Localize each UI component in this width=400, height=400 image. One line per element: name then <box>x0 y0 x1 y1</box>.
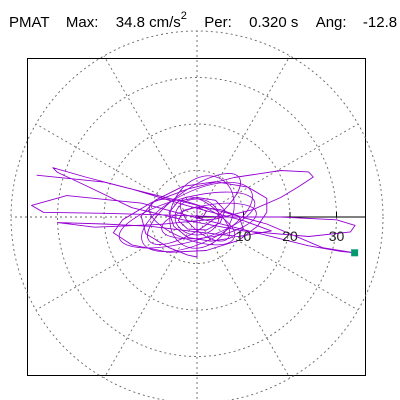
period-label: Per: <box>204 14 232 31</box>
angular-spoke <box>196 55 291 218</box>
angular-spoke <box>35 216 198 311</box>
orbit-loop <box>141 181 253 253</box>
orbit-loop <box>118 191 256 249</box>
angle-value: -12.8 <box>362 14 398 31</box>
period-value: 0.320 s <box>249 14 299 31</box>
orbit-loop <box>161 202 257 240</box>
max-label: Max: <box>65 14 99 31</box>
orbit-loop <box>179 196 231 242</box>
angular-spoke <box>103 216 198 379</box>
angular-spoke <box>196 216 291 379</box>
max-unit-exponent: 2 <box>180 10 187 22</box>
radial-tick-label: 10 <box>236 228 252 244</box>
angular-spoke <box>103 55 198 218</box>
orbit-loop <box>174 198 220 236</box>
chart-header: PMAT Max: 34.8 cm/s2 Per: 0.320 s Ang: -… <box>9 11 398 36</box>
radial-tick-label: 30 <box>329 228 345 244</box>
peak-marker <box>351 249 359 257</box>
angle-label: Ang: <box>315 14 347 31</box>
radial-tick-label: 20 <box>282 228 298 244</box>
orbit-loop <box>147 173 241 245</box>
orbit-trace <box>31 167 356 258</box>
angular-spoke <box>196 123 359 218</box>
angular-spoke <box>35 123 198 218</box>
max-value: 34.8 cm/s <box>115 14 181 31</box>
station-code: PMAT <box>9 14 50 31</box>
